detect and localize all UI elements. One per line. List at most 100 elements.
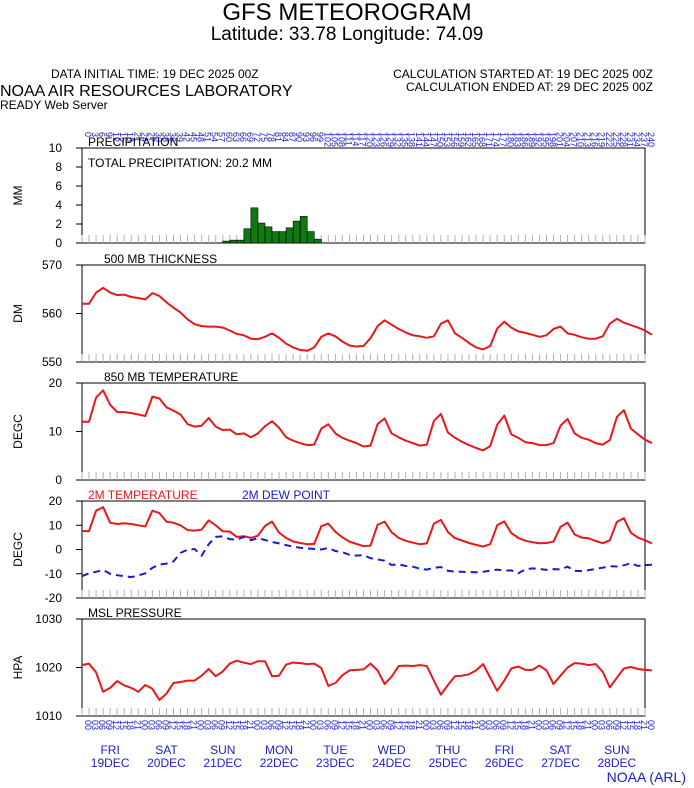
utc-hour-label: 21 [414, 720, 424, 730]
y-tick-label: 4 [55, 198, 62, 212]
panel-title: 2M DEW POINT [242, 488, 331, 502]
forecast-hour-label: 117 [357, 132, 367, 146]
forecast-hour-label: 144 [421, 132, 431, 147]
utc-hour-label: 06 [210, 720, 220, 730]
y-axis-label: DEGC [11, 532, 25, 567]
utc-hour-label: 21 [526, 720, 536, 730]
date-label: 25DEC [429, 756, 468, 770]
forecast-hour-label: 198 [547, 132, 557, 147]
forecast-hour-label: 180 [505, 132, 515, 147]
utc-hour-label: 15 [400, 720, 410, 730]
utc-hour-label: 00 [646, 720, 656, 730]
forecast-hour-label: 78 [266, 132, 276, 142]
utc-hour-label: 15 [512, 720, 522, 730]
utc-hour-label: 12 [280, 720, 290, 730]
day-of-week-label: WED [378, 743, 406, 757]
y-tick-label: 20 [49, 494, 63, 508]
mslp-line [81, 659, 653, 701]
date-label: 27DEC [541, 756, 580, 770]
utc-hour-label: 09 [555, 720, 565, 730]
utc-hour-label: 09 [217, 720, 227, 730]
utc-hour-label: 06 [604, 720, 614, 730]
precip-bar [278, 231, 287, 244]
utc-hour-label: 09 [329, 720, 339, 730]
utc-hour-label: 00 [477, 720, 487, 730]
forecast-hour-label: 63 [231, 132, 241, 142]
t2m-line [82, 506, 653, 548]
day-of-week-label: FRI [495, 743, 514, 757]
panel-frame [81, 500, 646, 599]
forecast-hour-label: 141 [414, 132, 424, 147]
utc-hour-label: 12 [336, 720, 346, 730]
utc-hour-label: 03 [146, 720, 156, 730]
utc-hour-label: 18 [632, 720, 642, 730]
panel-frame [81, 618, 646, 717]
y-tick-label: 1030 [35, 612, 62, 626]
utc-hour-label: 03 [540, 720, 550, 730]
utc-hour-label: 15 [569, 720, 579, 730]
utc-hour-label: 21 [301, 720, 311, 730]
panel-title: MSL PRESSURE [88, 606, 182, 620]
precip-bar [236, 239, 245, 244]
forecast-hour-label: 234 [632, 132, 642, 147]
forecast-hour-label: 87 [287, 132, 297, 142]
forecast-hour-label: 132 [393, 132, 403, 147]
precip-bar [243, 228, 252, 244]
utc-hour-label: 12 [167, 720, 177, 730]
y-tick-label: 20 [49, 376, 63, 390]
utc-hour-label: 00 [196, 720, 206, 730]
forecast-hour-label: 6 [97, 132, 107, 137]
utc-hour-label: 03 [484, 720, 494, 730]
y-tick-label: 0 [55, 236, 62, 250]
forecast-hour-label: 123 [372, 132, 382, 147]
y-axis-label: HPA [11, 656, 25, 680]
utc-hour-label: 18 [238, 720, 248, 730]
precip-total-annotation: TOTAL PRECIPITATION: 20.2 MM [88, 156, 272, 170]
forecast-hour-label: 204 [562, 132, 572, 147]
forecast-hour-label: 21 [132, 132, 142, 142]
y-tick-label: 550 [42, 355, 62, 369]
y-tick-label: -20 [45, 591, 63, 605]
utc-hour-label: 12 [393, 720, 403, 730]
utc-hour-label: 12 [505, 720, 515, 730]
forecast-hour-label: 36 [167, 132, 177, 142]
y-tick-label: 8 [55, 160, 62, 174]
utc-hour-label: 09 [386, 720, 396, 730]
utc-hour-label: 09 [160, 720, 170, 730]
utc-hour-label: 12 [618, 720, 628, 730]
forecast-hour-label: 216 [590, 132, 600, 147]
forecast-hour-label: 165 [470, 132, 480, 147]
precip-bar [292, 220, 301, 244]
lab-name: NOAA AIR RESOURCES LABORATORY [0, 83, 293, 100]
y-tick-label: 10 [49, 141, 63, 155]
panel-frame [81, 264, 646, 363]
forecast-hour-label: 156 [449, 132, 459, 147]
forecast-hour-label: 30 [153, 132, 163, 142]
date-label: 23DEC [316, 756, 355, 770]
forecast-hour-label: 228 [618, 132, 628, 147]
y-axis-label: DM [11, 304, 25, 323]
forecast-hour-label: 0 [83, 132, 93, 137]
forecast-hour-label: 126 [379, 132, 389, 147]
utc-hour-label: 03 [90, 720, 100, 730]
utc-hour-label: 06 [97, 720, 107, 730]
forecast-hour-label: 171 [484, 132, 494, 147]
utc-hour-label: 00 [252, 720, 262, 730]
thick-line [82, 286, 653, 352]
y-axis-label: DEGC [11, 414, 25, 449]
utc-hour-label: 15 [456, 720, 466, 730]
forecast-hour-label: 138 [407, 132, 417, 147]
forecast-hour-label: 195 [540, 132, 550, 147]
precip-bar [264, 226, 273, 244]
utc-hour-label: 18 [294, 720, 304, 730]
forecast-hour-label: 153 [442, 132, 452, 147]
day-of-week-label: MON [265, 743, 293, 757]
day-of-week-label: TUE [323, 743, 347, 757]
utc-hour-label: 15 [118, 720, 128, 730]
utc-hour-label: 06 [547, 720, 557, 730]
utc-hour-label: 00 [83, 720, 93, 730]
forecast-hour-label: 99 [315, 132, 325, 142]
utc-hour-label: 18 [182, 720, 192, 730]
y-tick-label: 1020 [35, 661, 62, 675]
forecast-hour-label: 51 [203, 132, 213, 142]
